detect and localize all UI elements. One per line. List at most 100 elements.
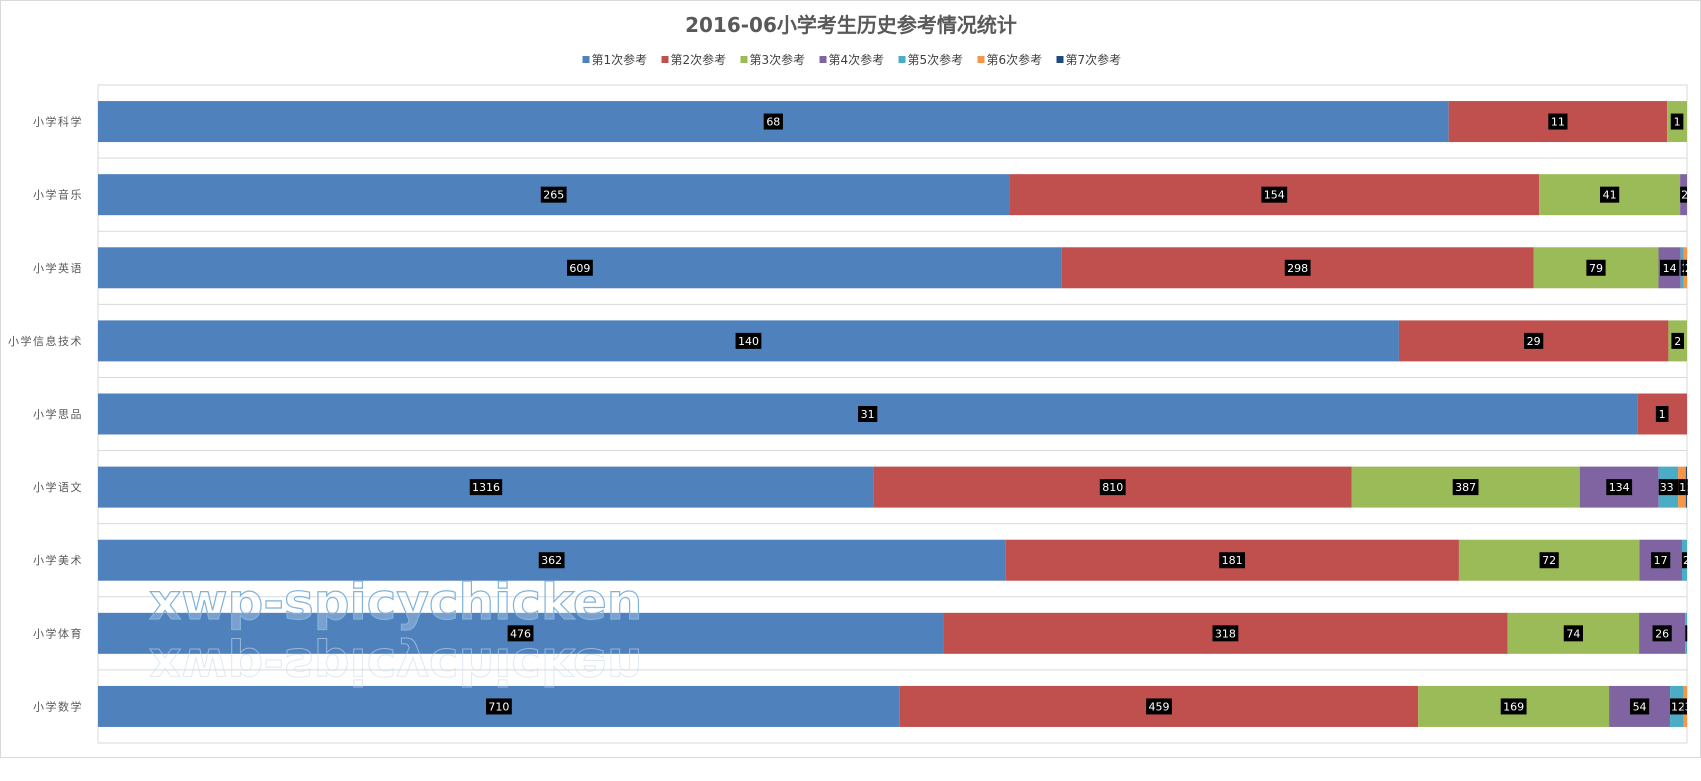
data-label-box: [1600, 186, 1620, 203]
legend: 第1次参考 第2次参考 第3次参考 第4次参考 第5次参考 第6次参考 第7次参考: [582, 52, 1122, 67]
category-label: 小学思品: [33, 407, 83, 421]
data-label-text: 1: [1686, 627, 1693, 640]
data-label: 298: [1284, 259, 1311, 276]
data-label-box: [858, 406, 878, 422]
legend-item: 第6次参考: [977, 52, 1043, 67]
data-label-box: [735, 332, 762, 349]
data-label-box: [1671, 332, 1685, 349]
legend-item: 第4次参考: [819, 52, 885, 67]
data-label-text: 3: [1685, 700, 1692, 713]
data-label-text: 2: [1687, 481, 1694, 494]
data-label: 41: [1600, 186, 1620, 203]
data-label-text: 140: [738, 335, 759, 348]
data-label-text: 14: [1663, 262, 1677, 275]
data-label: 181: [1219, 552, 1246, 569]
data-label-text: 26: [1655, 627, 1669, 640]
data-label-box: [567, 259, 593, 276]
watermark-reflection: xwp-spicychicken: [149, 637, 642, 695]
data-label: 1316: [469, 479, 503, 496]
watermark-text: xwp-spicychicken: [149, 573, 642, 631]
data-label-box: [1261, 186, 1288, 203]
data-label-box: [1681, 552, 1687, 569]
data-label-text: 17: [1654, 554, 1668, 567]
data-label: 26: [1652, 625, 1672, 642]
data-label: 265: [540, 186, 567, 203]
data-label-text: 362: [541, 554, 562, 567]
data-label-box: [1670, 113, 1684, 130]
data-label-text: 459: [1149, 700, 1170, 713]
data-label-box: [1219, 552, 1246, 569]
data-label: 154: [1261, 186, 1288, 203]
data-label-text: 33: [1660, 481, 1674, 494]
category-label: 小学美术: [33, 553, 83, 567]
data-label: 134: [1606, 479, 1633, 496]
data-label-text: 2: [1683, 554, 1690, 567]
legend-swatch: [740, 56, 748, 63]
data-label-text: 68: [766, 116, 780, 129]
data-label-box: [1548, 113, 1568, 130]
data-label-box: [1146, 698, 1172, 715]
legend-item: 第3次参考: [740, 52, 806, 67]
legend-item: 第7次参考: [1056, 52, 1122, 67]
data-label-text: 134: [1609, 481, 1630, 494]
data-label: 29: [1524, 332, 1544, 349]
legend-item: 第5次参考: [898, 52, 964, 67]
data-label: 2: [1680, 186, 1688, 203]
legend-label: 第3次参考: [750, 52, 806, 67]
data-label-text: 72: [1542, 554, 1556, 567]
legend-label: 第1次参考: [592, 52, 648, 67]
data-label-text: 12: [1671, 700, 1685, 713]
data-label: 72: [1539, 552, 1559, 569]
data-label: 2: [1671, 332, 1685, 349]
data-label-text: 2: [1674, 335, 1681, 348]
legend-swatch: [977, 56, 985, 63]
data-label-box: [1655, 406, 1669, 422]
data-label: 54: [1629, 698, 1650, 715]
data-label-text: 31: [861, 408, 875, 421]
data-label: 362: [538, 552, 565, 569]
data-label-text: 79: [1589, 262, 1603, 275]
data-label-text: 318: [1215, 627, 1236, 640]
data-label-box: [1500, 698, 1527, 715]
data-label: 17: [1651, 552, 1671, 569]
data-label: 318: [1212, 625, 1239, 642]
legend-label: 第7次参考: [1066, 52, 1122, 67]
data-label-box: [1680, 186, 1687, 203]
data-label-text: 1: [1674, 116, 1681, 129]
data-label-box: [469, 479, 503, 496]
data-label-text: 476: [510, 627, 531, 640]
category-label: 小学信息技术: [8, 334, 83, 348]
data-label-box: [1678, 479, 1686, 496]
data-label: 33: [1658, 479, 1679, 496]
data-label-box: [1683, 259, 1687, 276]
data-label: 79: [1586, 259, 1606, 276]
data-label-text: 609: [569, 262, 590, 275]
category-label: 小学语文: [33, 480, 83, 494]
data-label: 710: [486, 698, 512, 715]
legend-swatch: [1056, 56, 1064, 63]
data-label: 1: [1685, 625, 1693, 642]
legend-label: 第5次参考: [908, 52, 964, 67]
legend-label: 第6次参考: [987, 52, 1043, 67]
data-label: 459: [1146, 698, 1172, 715]
plot-area: 小学科学68111小学音乐265154412小学英语609298791422小学…: [8, 84, 1694, 744]
chart-svg: 2016-06小学考生历史参考情况统计 第1次参考 第2次参考 第3次参考 第4次参考…: [8, 13, 1694, 744]
legend-swatch: [898, 56, 906, 63]
data-label-text: 54: [1633, 700, 1647, 713]
data-label-text: 1316: [472, 481, 500, 494]
data-label-box: [1606, 479, 1633, 496]
legend-label: 第2次参考: [671, 52, 727, 67]
data-label: 3: [1683, 698, 1692, 715]
legend-item: 第1次参考: [582, 52, 648, 67]
chart-frame: 2016-06小学考生历史参考情况统计 第1次参考 第2次参考 第3次参考 第4次参考…: [0, 0, 1701, 758]
data-label: 140: [735, 332, 762, 349]
data-label-box: [1685, 625, 1688, 642]
data-label-box: [763, 113, 783, 130]
data-label: 2: [1681, 552, 1690, 569]
data-label: 14: [1659, 259, 1680, 276]
data-label-box: [1629, 698, 1650, 715]
legend-swatch: [661, 56, 669, 63]
data-label: 11: [1548, 113, 1568, 130]
legend-label: 第4次参考: [829, 52, 885, 67]
data-label: 1: [1655, 406, 1669, 422]
